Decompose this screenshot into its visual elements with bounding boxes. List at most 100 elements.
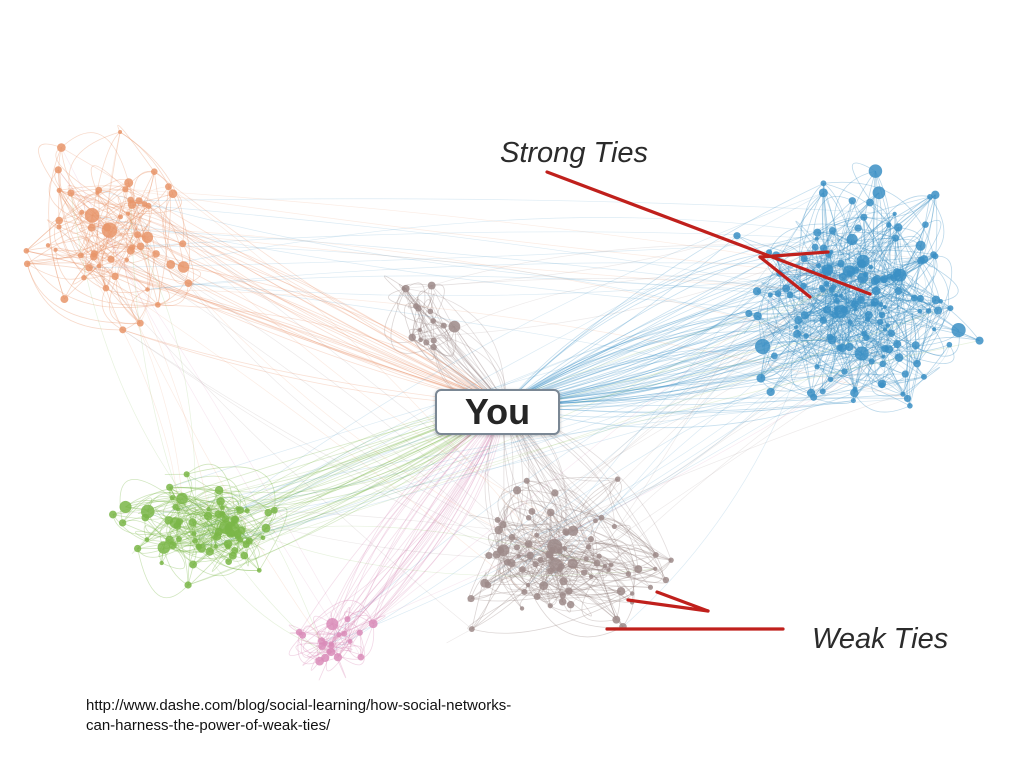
network-node — [336, 632, 342, 638]
network-node — [850, 398, 856, 404]
network-edge — [147, 511, 217, 547]
network-node — [195, 543, 202, 551]
network-node — [919, 255, 929, 264]
network-edge — [175, 506, 196, 538]
network-edge — [131, 204, 155, 324]
network-edge — [324, 404, 506, 659]
network-edge — [504, 251, 770, 406]
network-edge — [822, 220, 890, 290]
network-node — [532, 561, 539, 568]
network-edge — [504, 306, 886, 407]
network-node — [494, 525, 503, 535]
network-edge — [61, 132, 130, 183]
network-edge — [470, 588, 622, 599]
network-node — [951, 322, 966, 338]
network-node — [598, 514, 605, 521]
network-node — [184, 279, 193, 288]
strong-ties-label: Strong Ties — [500, 137, 648, 169]
network-edge — [531, 511, 564, 596]
network-node — [833, 297, 840, 304]
network-node — [124, 257, 129, 263]
network-edge — [590, 538, 635, 627]
network-edge — [490, 544, 553, 559]
network-edge — [909, 194, 938, 406]
network-edge — [813, 343, 900, 398]
network-edge — [841, 318, 868, 354]
network-edge — [501, 480, 529, 519]
network-edge — [760, 319, 824, 379]
network-node — [868, 164, 883, 178]
network-node — [326, 647, 336, 657]
network-edge — [403, 288, 506, 406]
network-node — [864, 316, 871, 322]
network-edge — [330, 606, 351, 645]
network-node — [485, 551, 493, 560]
network-node — [931, 295, 941, 305]
network-edge — [187, 533, 201, 586]
network-node — [526, 551, 534, 560]
network-edge — [469, 514, 498, 521]
network-edge — [330, 404, 506, 645]
network-edge — [122, 182, 151, 331]
network-edge — [568, 566, 629, 592]
network-edge — [27, 263, 159, 306]
network-edge — [516, 547, 553, 580]
network-edge — [169, 486, 269, 513]
network-edge — [543, 265, 819, 586]
network-edge — [91, 227, 551, 572]
network-node — [219, 520, 233, 534]
network-edge — [137, 225, 148, 235]
network-node — [911, 341, 920, 350]
network-edge — [186, 473, 267, 529]
network-edge — [146, 539, 250, 546]
network-edge — [759, 192, 824, 347]
network-node — [368, 619, 378, 629]
network-edge — [208, 491, 264, 538]
network-node — [260, 535, 266, 541]
network-edge — [503, 506, 536, 565]
network-node — [846, 233, 858, 246]
network-edge — [854, 263, 884, 358]
network-edge — [117, 124, 155, 172]
network-edge — [504, 373, 906, 406]
network-edge — [561, 509, 602, 532]
network-node — [820, 180, 827, 187]
network-nodes — [23, 130, 984, 666]
network-node — [468, 626, 475, 632]
network-node — [157, 541, 171, 554]
network-node — [841, 368, 848, 375]
network-edge — [411, 337, 435, 360]
network-node — [155, 301, 161, 308]
network-edge — [504, 356, 884, 406]
network-edge — [823, 183, 918, 364]
network-edge — [777, 293, 832, 341]
network-edge — [775, 255, 844, 297]
network-node — [652, 551, 659, 558]
network-node — [356, 629, 363, 636]
network-node — [885, 323, 891, 328]
network-edge — [122, 486, 275, 524]
network-edge — [484, 524, 574, 584]
network-edge — [795, 327, 811, 361]
network-node — [233, 529, 242, 538]
network-edge — [132, 246, 506, 406]
network-edge — [588, 546, 624, 627]
network-edge — [528, 517, 589, 555]
network-edge — [517, 489, 598, 564]
network-node — [933, 306, 943, 315]
network-edge — [844, 277, 865, 341]
network-edge — [563, 517, 602, 582]
network-edge — [114, 276, 183, 499]
network-edge — [562, 371, 845, 596]
network-edge — [471, 593, 633, 634]
network-node — [886, 222, 892, 228]
network-edge — [504, 331, 807, 406]
network-edge — [550, 570, 572, 613]
network-edge — [760, 255, 781, 379]
network-node — [870, 297, 879, 307]
network-node — [567, 558, 578, 569]
network-node — [662, 576, 670, 584]
network-edge — [507, 561, 656, 578]
network-edge — [736, 235, 898, 274]
network-node — [852, 386, 858, 392]
